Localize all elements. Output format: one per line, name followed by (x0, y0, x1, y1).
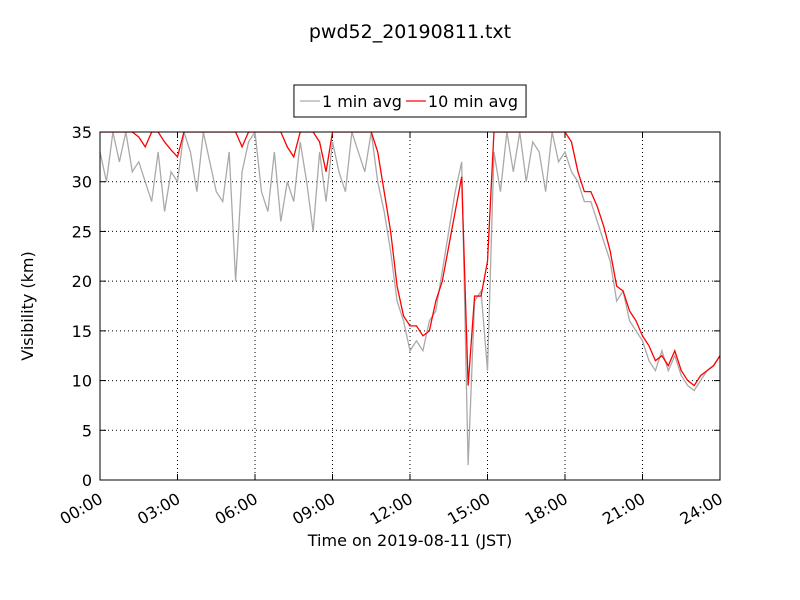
plot-frame (99, 131, 721, 481)
y-tick-label: 20 (72, 272, 92, 291)
x-tick-label: 21:00 (599, 489, 648, 529)
legend: 1 min avg 10 min avg (293, 84, 527, 118)
y-tick-label: 5 (82, 421, 92, 440)
plot-area (100, 132, 720, 466)
line (100, 132, 720, 466)
y-tick-label: 15 (72, 322, 92, 341)
y-tick-label: 30 (72, 173, 92, 192)
y-tick-label: 35 (72, 123, 92, 142)
line (100, 132, 720, 387)
y-tick-label: 0 (82, 471, 92, 490)
y-axis-label: Visibility (km) (18, 251, 37, 360)
x-tick-label: 12:00 (367, 489, 416, 529)
x-tick-label: 15:00 (444, 489, 493, 529)
x-tick-label: 00:00 (57, 489, 106, 529)
y-tick-label: 10 (72, 372, 92, 391)
x-tick-label: 06:00 (212, 489, 261, 529)
legend-label: 1 min avg (322, 92, 402, 111)
x-tick-label: 03:00 (134, 489, 183, 529)
x-axis-label: Time on 2019-08-11 (JST) (307, 531, 512, 550)
x-tick-label: 18:00 (522, 489, 571, 529)
chart-title: pwd52_20190811.txt (309, 21, 511, 43)
legend-label: 10 min avg (428, 92, 518, 111)
x-tick-label: 09:00 (289, 489, 338, 529)
y-tick-label: 25 (72, 222, 92, 241)
x-tick-label: 24:00 (677, 489, 726, 529)
